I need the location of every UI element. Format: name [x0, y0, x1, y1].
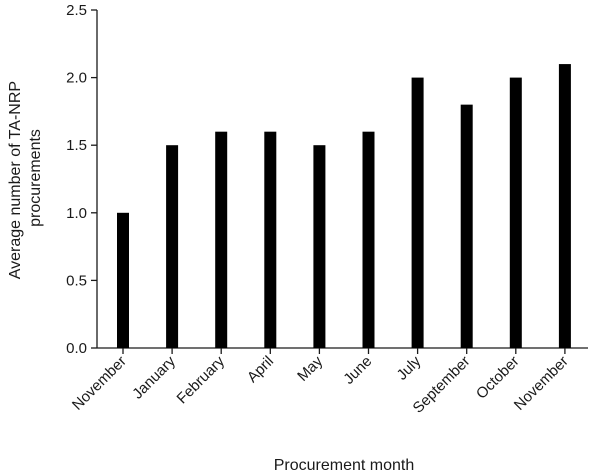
x-axis-title: Procurement month — [274, 457, 415, 474]
x-tick-label: June — [340, 353, 375, 388]
bar — [313, 145, 326, 348]
y-tick-label: 1.0 — [66, 205, 87, 222]
bar — [509, 77, 522, 348]
y-axis-title-line-1: Average number of TA-NRP — [7, 81, 24, 279]
y-tick-label: 0.0 — [66, 340, 87, 357]
x-tick-label: April — [244, 353, 277, 386]
y-tick-label: 0.5 — [66, 272, 87, 289]
bar — [166, 145, 179, 348]
x-tick-label: July — [394, 352, 425, 383]
bar — [411, 77, 424, 348]
y-axis: 0.0 0.5 1.0 1.5 2.0 2.5 — [66, 2, 98, 357]
bar — [264, 131, 277, 348]
bar — [460, 104, 473, 348]
x-tick-label: November — [511, 353, 572, 414]
bar — [558, 64, 571, 348]
y-tick-label: 1.5 — [66, 137, 87, 154]
x-tick-label: November — [69, 353, 130, 414]
bars — [117, 64, 571, 348]
bar — [117, 212, 129, 348]
y-tick-label: 2.5 — [66, 2, 87, 19]
x-tick-label: February — [174, 352, 229, 407]
x-tick-label: January — [129, 352, 179, 402]
y-axis-title: Average number of TA-NRP procurements — [7, 77, 44, 279]
bar — [215, 131, 228, 348]
y-axis-title-line-2: procurements — [27, 129, 44, 227]
x-tick-label: May — [294, 352, 326, 384]
bar — [362, 131, 375, 348]
x-tick-label: October — [473, 353, 523, 403]
y-tick-label: 2.0 — [66, 70, 87, 87]
